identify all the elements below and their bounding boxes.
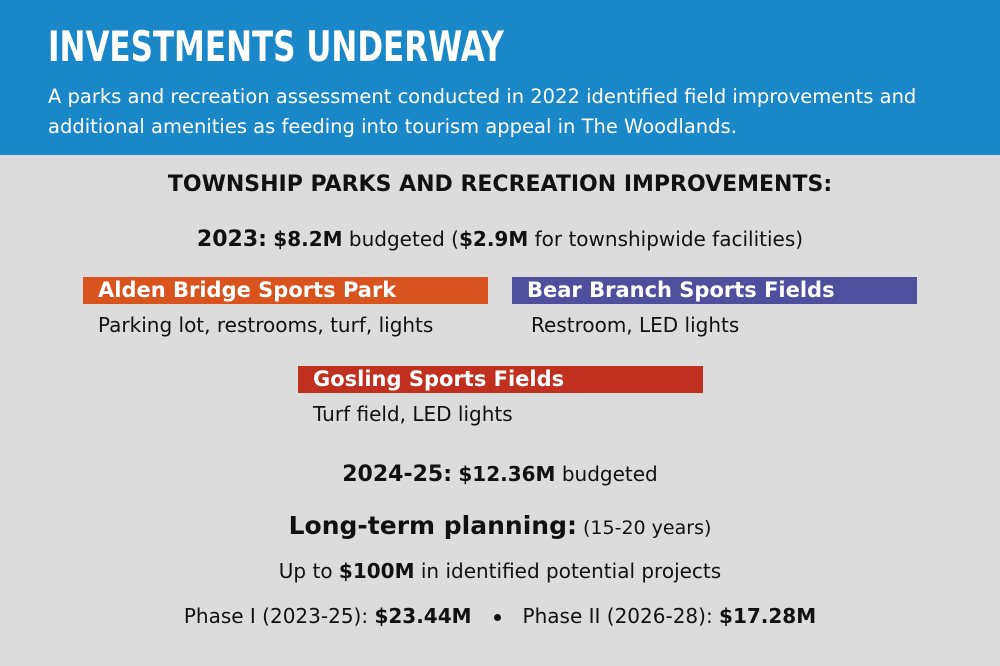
long-term: Long-term planning: (15-20 years) bbox=[0, 511, 1000, 540]
label: 2023: bbox=[196, 227, 267, 252]
phases: Phase I (2023-25): $23.44M Phase II (2026… bbox=[0, 604, 1000, 628]
text: in identified potential projects bbox=[420, 559, 722, 583]
phase-label: Phase I (2023-25): bbox=[183, 604, 369, 628]
header: INVESTMENTS UNDERWAY A parks and recreat… bbox=[0, 0, 1000, 155]
budget-2023: 2023: $8.2M budgeted ($2.9M for township… bbox=[0, 227, 1000, 252]
phase-amount: $23.44M bbox=[374, 604, 472, 628]
park-bar: Alden Bridge Sports Park bbox=[83, 277, 488, 304]
phase-label: Phase II (2026-28): bbox=[522, 604, 713, 628]
text: for townshipwide facilities) bbox=[534, 227, 804, 251]
text: Up to bbox=[278, 559, 333, 583]
text: budgeted bbox=[561, 462, 658, 486]
park-details: Turf field, LED lights bbox=[313, 402, 513, 426]
park-details: Restroom, LED lights bbox=[531, 313, 740, 337]
amount: $8.2M bbox=[273, 227, 343, 251]
amount: $12.36M bbox=[458, 462, 556, 486]
text: budgeted ( bbox=[348, 227, 459, 251]
separator bbox=[493, 614, 501, 621]
park-bar: Bear Branch Sports Fields bbox=[512, 277, 917, 304]
label: Long-term planning: bbox=[288, 511, 577, 540]
subtitle: A parks and recreation assessment conduc… bbox=[48, 85, 917, 138]
amount: $100M bbox=[338, 559, 415, 583]
label: 2024-25: bbox=[342, 462, 453, 487]
section-title: TOWNSHIP PARKS AND RECREATION IMPROVEMEN… bbox=[167, 172, 833, 197]
amount: $2.9M bbox=[458, 227, 529, 251]
title: INVESTMENTS UNDERWAY bbox=[48, 22, 504, 71]
park-bar: Gosling Sports Fields bbox=[298, 366, 703, 393]
phase-amount: $17.28M bbox=[719, 604, 817, 628]
budget-2024-25: 2024-25: $12.36M budgeted bbox=[0, 462, 1000, 487]
park-details: Parking lot, restrooms, turf, lights bbox=[98, 313, 434, 337]
period: (15-20 years) bbox=[583, 517, 712, 539]
projects: Up to $100M in identified potential proj… bbox=[0, 559, 1000, 583]
